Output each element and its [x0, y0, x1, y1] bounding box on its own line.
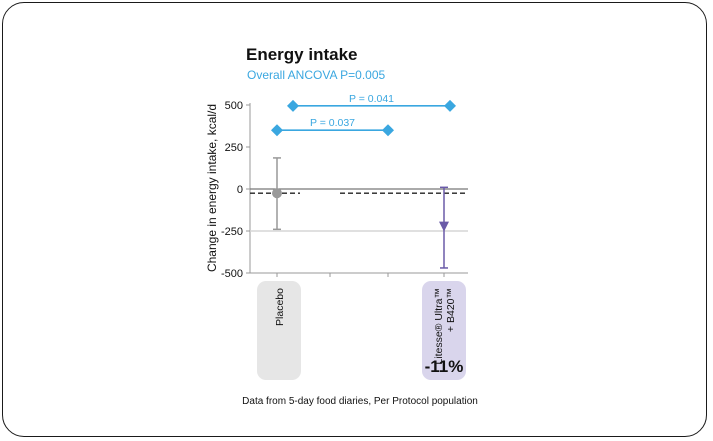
category-box — [422, 281, 466, 380]
data-point — [439, 221, 449, 232]
comparison-diamond — [444, 99, 456, 112]
data-point — [272, 188, 282, 199]
category-label-line1: Litesse® Ultra™ — [433, 288, 445, 365]
p-value-label: P = 0.041 — [349, 93, 394, 105]
y-tick-label: 0 — [237, 184, 243, 196]
comparison-diamond — [382, 124, 394, 137]
category-box — [257, 281, 301, 380]
y-tick-label: 250 — [225, 142, 243, 154]
chart-subtitle: Overall ANCOVA P=0.005 — [247, 68, 386, 82]
comparison-diamond — [287, 99, 299, 112]
y-axis-label: Change in energy intake, kcal/d — [205, 104, 219, 272]
footnote: Data from 5-day food diaries, Per Protoc… — [242, 396, 478, 407]
comparison-diamond — [271, 124, 283, 137]
category-label-line2: + B420™ — [445, 288, 457, 332]
chart-title: Energy intake — [246, 45, 358, 64]
y-tick-label: -250 — [221, 226, 243, 238]
percent-change-label: -11% — [425, 357, 464, 376]
category-label: Placebo — [274, 288, 286, 326]
y-tick-label: 500 — [225, 100, 243, 112]
p-value-label: P = 0.037 — [310, 117, 355, 129]
y-tick-label: -500 — [221, 268, 243, 280]
slide-frame — [2, 2, 707, 437]
